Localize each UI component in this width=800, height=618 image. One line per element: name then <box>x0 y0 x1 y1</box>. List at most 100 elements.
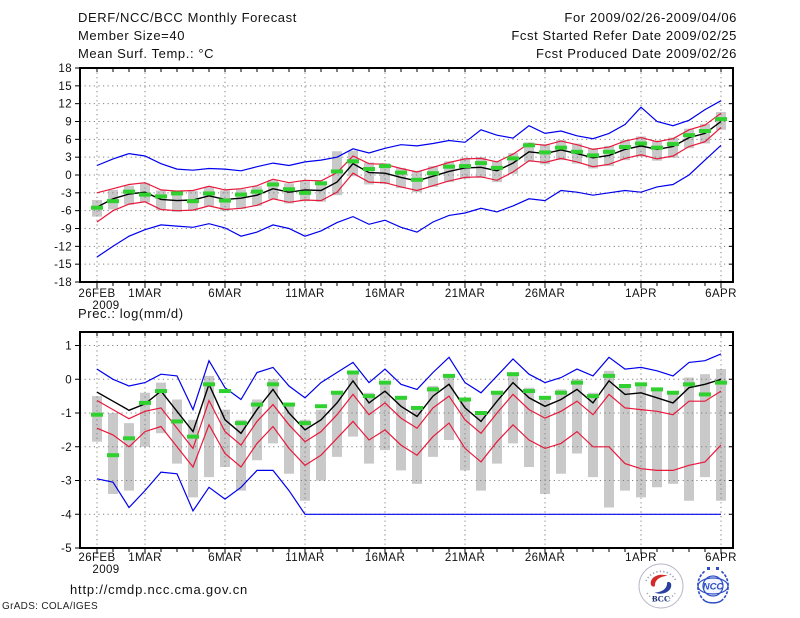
observation-dash <box>571 149 583 154</box>
spread-bar <box>364 392 374 464</box>
observation-dash <box>315 181 327 186</box>
x-tick-label: 26FEB <box>78 288 115 300</box>
observation-dash-markers <box>91 117 727 210</box>
y-tick-label: -1 <box>61 408 72 420</box>
y-tick-label: -4 <box>61 509 72 521</box>
observation-dash <box>427 387 439 392</box>
x-tick-label: 6MAR <box>208 552 242 564</box>
ensemble-min-line <box>96 144 722 258</box>
spread-bar <box>716 369 726 501</box>
y-tick-label: -15 <box>54 259 72 271</box>
spread-bar <box>492 391 502 464</box>
y-tick-label: -2 <box>61 442 72 454</box>
observation-dash <box>363 394 375 399</box>
observation-dash <box>587 394 599 399</box>
spread-bar <box>316 409 326 481</box>
y-tick-label: -18 <box>54 277 72 289</box>
spread-bar <box>124 423 134 491</box>
observation-dash <box>523 143 535 148</box>
observation-dash <box>395 170 407 175</box>
observation-dash <box>683 133 695 138</box>
observation-dash <box>203 382 215 387</box>
observation-dash <box>555 145 567 150</box>
y-tick-label: 0 <box>65 170 72 182</box>
spread-bar <box>188 419 198 498</box>
y-tick-label: 3 <box>65 152 72 164</box>
x-tick-label: 16MAR <box>365 288 405 300</box>
observation-dash <box>155 389 167 394</box>
y-tick-label: 12 <box>58 99 72 111</box>
observation-dash <box>411 177 423 182</box>
observation-dash <box>699 392 711 397</box>
x-tick-label: 6MAR <box>208 288 242 300</box>
observation-dash <box>315 404 327 409</box>
x-tick-label: 1APR <box>625 288 657 300</box>
spread-bar <box>652 387 662 488</box>
ensemble-max-line <box>96 353 722 412</box>
spread-bar <box>524 387 534 467</box>
ncc-logo: NCC <box>690 563 736 609</box>
observation-dash <box>411 405 423 410</box>
spread-bar <box>636 382 646 498</box>
observation-dash <box>539 395 551 400</box>
y-tick-label: -12 <box>54 241 72 253</box>
y-tick-label: -3 <box>61 476 72 488</box>
observation-dash <box>331 390 343 395</box>
spread-bar <box>268 379 278 444</box>
grid <box>80 332 733 548</box>
spread-bar <box>124 185 134 205</box>
forecast-range-label: For 2009/02/26-2009/04/06 <box>564 10 737 25</box>
spread-bar <box>204 375 214 478</box>
spread-bar <box>300 419 310 501</box>
ncc-top-mark-right <box>716 567 719 570</box>
x-tick-label: 21MAR <box>445 552 485 564</box>
grads-credit: GrADS: COLA/IGES <box>2 601 98 612</box>
observation-dash <box>683 382 695 387</box>
axis-ticks <box>75 67 733 288</box>
spread-bar <box>316 181 326 202</box>
spread-bar <box>556 389 566 474</box>
spread-bar <box>172 399 182 464</box>
observation-dash <box>555 390 567 395</box>
ensemble-max-line <box>96 100 722 172</box>
observation-dash-markers <box>91 370 727 458</box>
observation-dash <box>475 411 487 415</box>
observation-dash <box>203 191 215 196</box>
x-year-label: 2009 <box>92 564 119 576</box>
observation-dash <box>603 149 615 154</box>
observation-dash <box>331 169 343 174</box>
observation-dash <box>187 199 199 204</box>
plus-std-line <box>96 390 722 450</box>
spread-bar <box>204 186 214 207</box>
y-tick-label: 9 <box>65 117 72 129</box>
ensemble-mean-line <box>96 378 722 435</box>
observation-dash <box>123 189 135 194</box>
x-tick-label: 26FEB <box>78 552 115 564</box>
observation-dash <box>507 372 519 377</box>
spread-bar <box>508 372 518 444</box>
plot-frame <box>79 67 734 283</box>
observation-dash <box>459 397 471 402</box>
observation-dash <box>619 145 631 150</box>
observation-dash <box>107 199 119 204</box>
observation-dash <box>667 142 679 147</box>
x-tick-label: 11MAR <box>285 552 325 564</box>
spread-bar <box>684 377 694 501</box>
observation-dash <box>619 384 631 388</box>
y-tick-label: 1 <box>65 341 72 353</box>
x-tick-label: 21MAR <box>445 288 485 300</box>
observation-dash <box>459 164 471 169</box>
observation-dash <box>651 387 663 392</box>
x-tick-label: 11MAR <box>285 288 325 300</box>
y-tick-label: -9 <box>61 224 72 236</box>
observation-dash <box>347 370 359 375</box>
y-tick-label: 18 <box>58 63 72 75</box>
observation-dash <box>491 165 503 170</box>
spread-bar <box>444 375 454 440</box>
x-tick-label: 1MAR <box>128 552 162 564</box>
ncc-top-mark-left <box>707 567 710 570</box>
bcc-logo-label: BCC <box>652 594 670 604</box>
y-tick-label: -6 <box>61 206 72 218</box>
observation-dash <box>443 373 455 378</box>
